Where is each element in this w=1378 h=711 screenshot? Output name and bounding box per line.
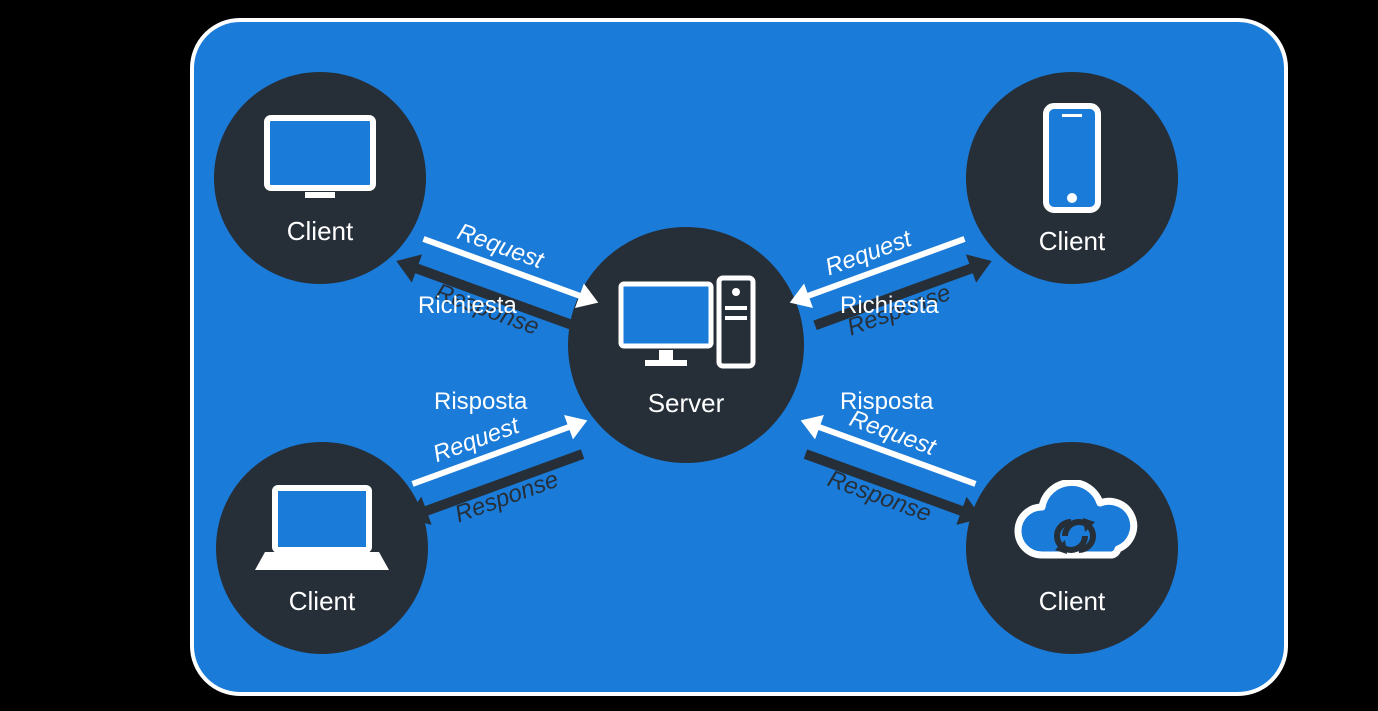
cloud-sync-icon — [997, 480, 1147, 580]
client-phone-label: Client — [1039, 226, 1105, 257]
client-monitor-label: Client — [287, 216, 353, 247]
client-laptop-node: Client — [216, 442, 428, 654]
monitor-icon — [255, 110, 385, 210]
client-phone-node: Client — [966, 72, 1178, 284]
richiesta-label-tl: Richiesta — [418, 292, 517, 320]
client-monitor-node: Client — [214, 72, 426, 284]
client-laptop-label: Client — [289, 586, 355, 617]
server-label: Server — [648, 388, 725, 419]
server-node: Server — [568, 227, 804, 463]
richiesta-label-tr: Richiesta — [840, 292, 939, 320]
phone-icon — [1032, 100, 1112, 220]
risposta-label-bl: Risposta — [434, 388, 527, 416]
client-cloud-label: Client — [1039, 586, 1105, 617]
risposta-label-br: Risposta — [840, 388, 933, 416]
server-icon — [611, 272, 761, 382]
client-cloud-node: Client — [966, 442, 1178, 654]
laptop-icon — [247, 480, 397, 580]
